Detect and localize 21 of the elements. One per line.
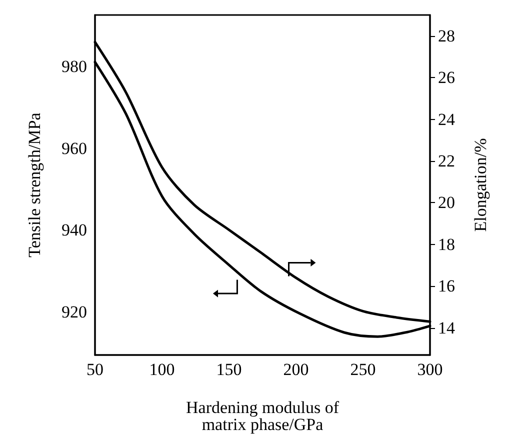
y2-axis-title: Elongation/%	[471, 138, 490, 232]
y-tick-label: 940	[62, 220, 87, 240]
y2-tick-label: 18	[438, 234, 455, 254]
y-tick-label: 980	[62, 57, 87, 76]
y2-tick-label: 14	[438, 318, 456, 338]
y2-tick-label: 24	[438, 110, 456, 129]
x-tick-label: 100	[149, 360, 175, 379]
y-axis-title: Tensile strength/MPa	[25, 112, 44, 258]
y2-tick-label: 28	[438, 26, 455, 46]
y2-tick-label: 16	[438, 276, 455, 296]
x-tick-label: 300	[417, 360, 443, 379]
x-axis-title: Hardening modulus of matrix phase/GPa	[186, 398, 340, 434]
y2-tick-label: 20	[438, 193, 455, 212]
x-tick-label: 150	[216, 360, 242, 379]
y2-tick-label: 22	[438, 152, 455, 171]
y-tick-label: 960	[62, 138, 87, 158]
y2-tick-label: 26	[438, 68, 455, 88]
y-tick-label: 920	[62, 302, 87, 322]
x-tick-label: 250	[350, 360, 376, 379]
x-tick-label: 200	[283, 360, 309, 379]
x-tick-label: 50	[86, 360, 104, 379]
